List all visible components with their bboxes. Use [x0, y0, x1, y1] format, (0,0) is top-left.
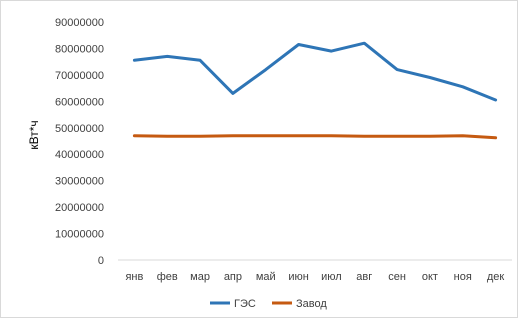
- x-tick-label: апр: [224, 271, 242, 283]
- x-tick-label: авг: [356, 271, 372, 283]
- x-tick-label: мар: [190, 271, 210, 283]
- legend-label: ГЭС: [234, 298, 256, 310]
- y-tick-label: 80000000: [55, 43, 104, 55]
- y-axis-title: кВт*ч: [27, 120, 41, 149]
- x-axis-ticks: янв фев мар апр май июн июл авг сен окт ноя дек: [125, 271, 504, 283]
- x-tick-label: июн: [288, 271, 308, 283]
- series-line-2: [132, 134, 498, 140]
- y-tick-label: 60000000: [55, 96, 104, 108]
- legend-label: Завод: [296, 298, 327, 310]
- legend: ГЭС Завод: [210, 298, 327, 310]
- y-tick-label: 50000000: [55, 123, 104, 135]
- y-tick-label: 0: [98, 255, 104, 267]
- x-tick-label: июл: [321, 271, 342, 283]
- chart-frame: [0, 0, 518, 318]
- y-tick-label: 70000000: [55, 70, 104, 82]
- x-tick-label: ноя: [454, 271, 472, 283]
- x-tick-label: сен: [388, 271, 406, 283]
- x-tick-label: окт: [422, 271, 438, 283]
- y-tick-label: 10000000: [55, 229, 104, 241]
- y-tick-label: 40000000: [55, 149, 104, 161]
- x-tick-label: дек: [487, 271, 505, 283]
- y-tick-label: 90000000: [55, 17, 104, 29]
- y-tick-label: 20000000: [55, 202, 104, 214]
- series-line-1: [132, 41, 498, 102]
- series-lines: [132, 41, 498, 140]
- y-tick-label: 30000000: [55, 176, 104, 188]
- x-tick-label: фев: [157, 271, 178, 283]
- y-axis-ticks: 0 10000000 20000000 30000000 40000000 5000000…: [55, 17, 104, 267]
- x-tick-label: янв: [125, 271, 143, 283]
- x-tick-label: май: [256, 271, 276, 283]
